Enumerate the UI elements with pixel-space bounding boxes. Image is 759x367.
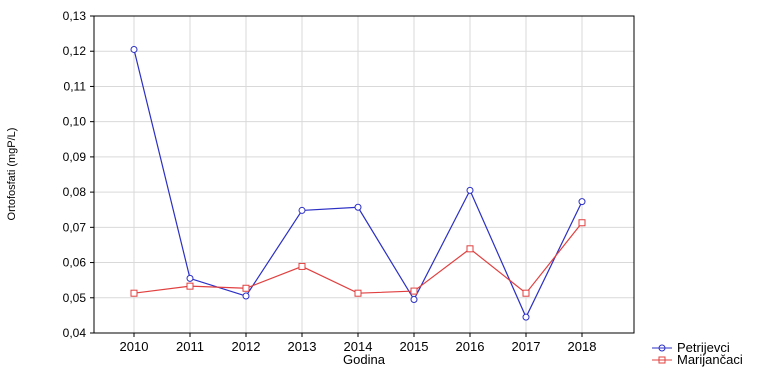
legend: Petrijevci Marijančaci [652,340,743,367]
data-point [410,296,418,304]
data-point [298,262,306,270]
data-point [578,219,586,227]
data-point [466,245,474,253]
data-point [130,289,138,297]
x-axis-label: Godina [343,352,386,367]
plot-area-frame [93,15,635,334]
y-axis-label: Ortofosfati (mgP/L) [6,128,18,221]
x-tick-label: 2017 [512,339,541,354]
data-point [354,289,362,297]
y-tick-label: 0,13 [63,9,87,23]
y-tick-label: 0,08 [63,185,87,199]
data-point [522,313,530,321]
legend-marker-petrijevci [658,344,666,352]
data-point [242,292,250,300]
legend-marker-marijancaci [658,356,666,364]
y-tick-label: 0,09 [63,150,87,164]
data-point [242,284,250,292]
legend-label-petrijevci: Petrijevci [677,340,730,355]
data-point [466,186,474,194]
data-point [186,274,194,282]
x-tick-label: 2015 [400,339,429,354]
y-tick-label: 0,06 [63,256,87,270]
grid-lines [94,16,634,333]
series-layer [130,45,586,321]
x-tick-label: 2014 [344,339,373,354]
data-point [522,289,530,297]
x-tick-label: 2016 [456,339,485,354]
x-axis: 2010 2011 2012 2013 2014 2015 2016 2017 2018 [120,333,597,354]
y-tick-label: 0,10 [63,115,87,129]
data-point [354,203,362,211]
x-tick-label: 2011 [176,339,204,354]
x-tick-label: 2010 [120,339,149,354]
data-point [130,45,138,53]
y-tick-label: 0,11 [64,79,87,93]
x-tick-label: 2013 [288,339,317,354]
data-point [186,282,194,290]
x-tick-label: 2018 [568,339,597,354]
data-point [410,287,418,295]
legend-label-marijancaci: Marijančaci [677,352,743,367]
data-point [578,198,586,206]
y-tick-label: 0,12 [63,44,87,58]
y-axis: 0,04 0,05 0,06 0,07 0,08 0,09 0,10 0,11 0,12 0,13 [63,9,94,340]
y-tick-label: 0,05 [63,291,87,305]
y-tick-label: 0,07 [63,220,87,234]
data-point [298,206,306,214]
y-tick-label: 0,04 [63,326,87,340]
x-tick-label: 2012 [232,339,261,354]
